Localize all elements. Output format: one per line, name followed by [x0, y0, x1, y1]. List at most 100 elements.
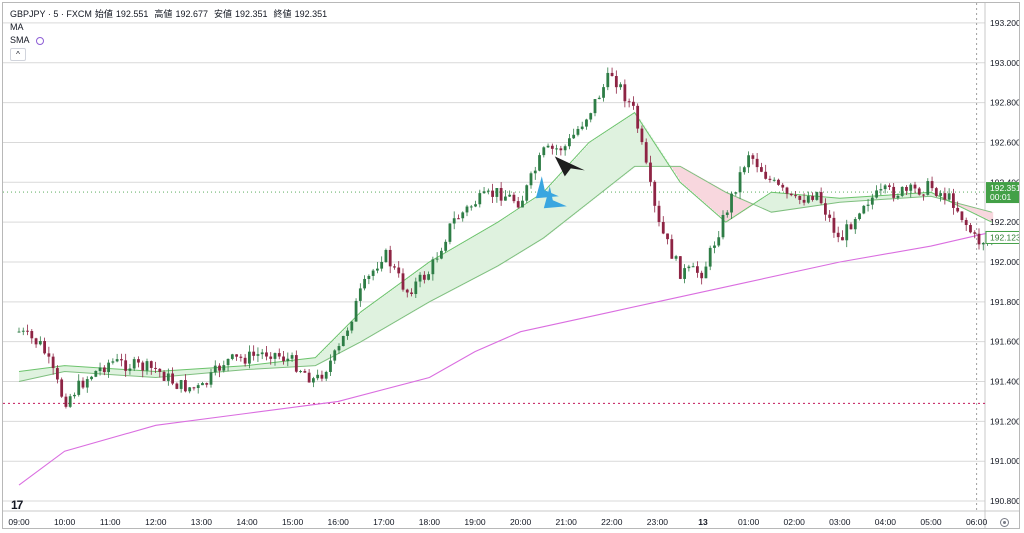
ma-cloud-slice — [377, 300, 380, 333]
ma-cloud-slice — [97, 367, 100, 374]
ma-cloud-slice — [771, 192, 774, 213]
ma-cloud-slice — [849, 197, 852, 202]
ma-cloud-slice — [937, 195, 940, 198]
candle-body — [606, 72, 610, 88]
ma-cloud-slice — [877, 195, 880, 200]
ma-cloud-slice — [883, 195, 886, 200]
candle-body — [132, 359, 136, 369]
ma-cloud-slice — [707, 181, 710, 206]
candle-body — [969, 225, 972, 233]
ma-cloud-slice — [277, 362, 280, 368]
indicator-ma[interactable]: MA — [10, 21, 330, 34]
ma-cloud-slice — [23, 371, 26, 381]
ma-cloud-slice — [179, 370, 182, 376]
time-tick-label: 18:00 — [419, 517, 441, 527]
ma-cloud-slice — [111, 368, 114, 375]
ma-cloud-slice — [315, 357, 318, 366]
ma-cloud-slice — [549, 186, 552, 234]
candle-body — [798, 195, 802, 200]
candle-body — [666, 233, 669, 240]
candle-body — [38, 341, 42, 345]
ma-cloud-slice — [49, 367, 52, 375]
ma-cloud-slice — [185, 369, 188, 375]
ma-cloud-slice — [561, 173, 564, 225]
ma-cloud-slice — [379, 298, 382, 332]
time-tick-label: 14:00 — [236, 517, 258, 527]
candle-body — [708, 247, 712, 267]
ma-cloud-slice — [67, 365, 70, 372]
candle-body — [461, 212, 465, 219]
candle-body — [742, 167, 746, 173]
candle-body — [755, 158, 759, 168]
candle-body — [201, 383, 204, 386]
ma-cloud-slice — [747, 201, 750, 209]
ma-cloud-slice — [397, 285, 400, 321]
ma-cloud-slice — [529, 201, 532, 247]
ma-cloud-slice — [37, 369, 40, 378]
ma-cloud-slice — [251, 365, 254, 370]
ma-cloud-slice — [235, 366, 238, 371]
candle-body — [836, 232, 840, 238]
candle-body — [294, 355, 298, 372]
ma-cloud-slice — [181, 369, 184, 376]
ma-cloud-slice — [225, 367, 228, 372]
time-tick-label: 23:00 — [647, 517, 669, 527]
price-chart[interactable]: 193.200193.000192.800192.600192.400192.2… — [3, 3, 1020, 529]
ma-cloud-slice — [697, 175, 700, 197]
ma-cloud-slice — [401, 282, 404, 319]
ma-cloud-slice — [839, 198, 842, 203]
candle-body — [764, 171, 768, 179]
ma-cloud-slice — [319, 353, 322, 364]
ma-cloud-slice — [773, 192, 776, 212]
ma-cloud-slice — [831, 197, 834, 204]
symbol-label[interactable]: GBPJPY · 5 · FXCM — [10, 9, 92, 19]
chart-settings-icon[interactable] — [1000, 518, 1009, 527]
ma-cloud-slice — [59, 366, 62, 373]
ma-cloud-slice — [823, 196, 826, 205]
ma-cloud-slice — [177, 370, 180, 376]
ma-cloud-slice — [969, 206, 972, 211]
candle-body — [243, 357, 247, 364]
candle-body — [56, 368, 59, 380]
ma-cloud-slice — [481, 231, 484, 275]
ma-cloud-slice — [693, 173, 696, 194]
candle-body — [653, 181, 657, 206]
ma-cloud-slice — [149, 371, 152, 378]
ma-cloud-slice — [915, 193, 918, 198]
candle-body — [674, 256, 678, 259]
ma-cloud-slice — [537, 196, 540, 242]
tradingview-logo-icon[interactable]: 17 — [11, 498, 23, 512]
ma-cloud-slice — [299, 359, 302, 367]
ma-cloud-slice — [465, 241, 468, 284]
ma-cloud-slice — [587, 144, 590, 204]
ma-cloud-slice — [75, 366, 78, 373]
ma-cloud-slice — [551, 183, 554, 233]
candle-body — [469, 206, 473, 208]
ma-cloud-slice — [891, 194, 894, 199]
ma-cloud-slice — [335, 337, 338, 356]
open-value: 192.551 — [115, 9, 149, 19]
price-tick-label: 193.200 — [990, 18, 1020, 28]
candle-body — [819, 192, 823, 204]
candle-body — [444, 241, 448, 251]
ma-cloud-slice — [783, 193, 786, 211]
candle-body — [738, 172, 742, 193]
candle-body — [696, 266, 699, 273]
ma-cloud-slice — [567, 166, 570, 220]
ma-cloud-slice — [703, 179, 706, 203]
ma-cloud-slice — [451, 249, 454, 291]
candle-body — [448, 223, 452, 242]
candle-body — [627, 101, 631, 103]
time-tick-label: 13:00 — [191, 517, 213, 527]
candle-body — [324, 371, 328, 379]
candle-body — [418, 274, 422, 282]
candle-body — [196, 385, 200, 389]
candle-body — [452, 218, 456, 224]
ma-cloud-slice — [329, 343, 332, 359]
candle-body — [478, 193, 482, 205]
collapse-legend-button[interactable]: ^ — [10, 48, 26, 61]
candle-body — [917, 188, 921, 195]
ma-cloud-slice — [521, 206, 524, 252]
indicator-sma[interactable]: SMA — [10, 34, 330, 47]
